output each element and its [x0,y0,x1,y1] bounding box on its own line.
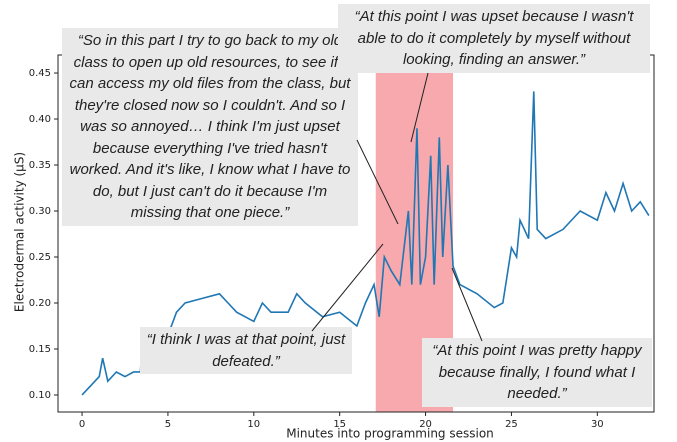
y-tick-label: 0.40 [29,114,51,125]
x-tick-label: 25 [505,419,518,430]
x-tick-label: 5 [165,419,171,430]
y-tick-label: 0.30 [29,206,51,217]
y-tick-label: 0.45 [29,68,51,79]
annotation: “At this point I was upset because I was… [338,4,650,73]
x-axis-label: Minutes into programming session [286,427,494,441]
y-tick-label: 0.25 [29,252,51,263]
y-axis-label: Electrodermal activity (µS) [13,152,27,312]
x-tick-label: 0 [79,419,85,430]
x-tick-label: 30 [591,419,604,430]
y-tick-label: 0.10 [29,390,51,401]
x-tick-label: 10 [247,419,260,430]
y-tick-label: 0.35 [29,160,51,171]
y-tick-label: 0.20 [29,298,51,309]
y-tick-label: 0.15 [29,344,51,355]
x-tick-label: 15 [333,419,346,430]
annotation: “At this point I was pretty happy becaus… [422,338,652,407]
annotation: “So in this part I try to go back to my … [62,28,358,226]
annotation: “I think I was at that point, just defea… [140,327,352,374]
x-tick-label: 20 [419,419,432,430]
